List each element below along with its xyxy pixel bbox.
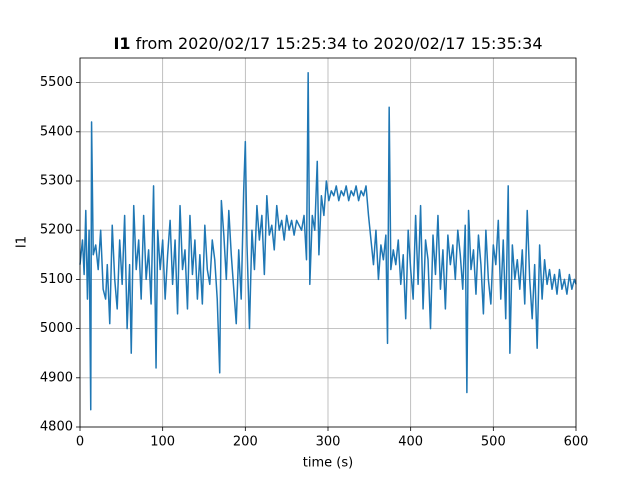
- chart-title: I1 from 2020/02/17 15:25:34 to 2020/02/1…: [113, 34, 542, 53]
- x-tick-label: 400: [398, 435, 423, 450]
- y-tick-label: 4900: [40, 370, 73, 385]
- plot: [79, 72, 577, 411]
- x-tick-label: 500: [481, 435, 506, 450]
- y-tick-label: 5200: [40, 223, 73, 238]
- series-line: [79, 72, 577, 411]
- x-tick-label: 0: [76, 435, 84, 450]
- ticks: 0 100 200 300 400 500 600 4800 4900 5000 5100 5200 5…: [40, 75, 589, 449]
- x-tick-label: 300: [316, 435, 341, 450]
- y-tick-label: 5300: [40, 174, 73, 189]
- x-axis-label: time (s): [303, 456, 353, 471]
- y-tick-label: 5100: [40, 272, 73, 287]
- y-tick-label: 4800: [40, 420, 73, 435]
- y-tick-label: 5400: [40, 124, 73, 139]
- x-tick-label: 200: [233, 435, 258, 450]
- grid: [79, 58, 577, 428]
- y-axis-label: I1: [15, 236, 30, 248]
- x-tick-label: 100: [150, 435, 175, 450]
- title-rest: from 2020/02/17 15:25:34 to 2020/02/17 1…: [136, 34, 543, 53]
- y-tick-label: 5500: [40, 75, 73, 90]
- y-tick-label: 5000: [40, 321, 73, 336]
- title-name: I1: [113, 34, 130, 53]
- x-tick-label: 600: [564, 435, 589, 450]
